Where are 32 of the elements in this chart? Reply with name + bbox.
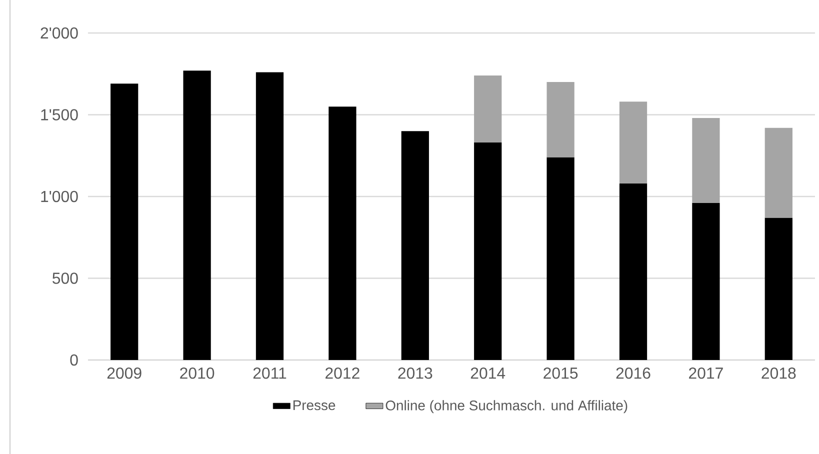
- legend-label: Online (ohne Suchmasch. und Affiliate): [386, 400, 628, 414]
- bar: [619, 183, 648, 360]
- bar: [256, 72, 284, 360]
- y-tick-label: 1'500: [41, 109, 78, 120]
- y-tick-label: 500: [52, 272, 78, 284]
- bar: [401, 131, 429, 360]
- x-tick-label: 2012: [326, 368, 360, 379]
- x-tick-label: 2011: [253, 368, 286, 379]
- x-tick-label: 2013: [398, 368, 432, 379]
- bar: [546, 157, 574, 360]
- x-tick-label: 2018: [762, 368, 796, 379]
- x-tick-label: 2009: [107, 368, 142, 379]
- bar: [619, 102, 648, 184]
- bar: [328, 106, 356, 360]
- x-tick-label: 2014: [470, 368, 506, 379]
- bar: [764, 218, 792, 360]
- bar: [764, 128, 792, 218]
- bar: [546, 82, 574, 158]
- x-tick-label: 2017: [689, 368, 723, 379]
- x-tick-label: 2010: [180, 368, 214, 379]
- bar: [474, 142, 502, 360]
- x-tick-label: 2016: [616, 368, 650, 379]
- legend-label: Presse: [293, 400, 336, 410]
- bar: [183, 70, 211, 360]
- bar: [692, 203, 720, 360]
- bar: [474, 76, 502, 143]
- x-tick-label: 2015: [544, 368, 578, 379]
- y-tick-label: 0: [70, 354, 78, 366]
- bar: [110, 84, 138, 360]
- bar: [692, 118, 720, 204]
- y-tick-label: 1'000: [41, 190, 78, 202]
- y-tick-label: 2'000: [40, 27, 78, 39]
